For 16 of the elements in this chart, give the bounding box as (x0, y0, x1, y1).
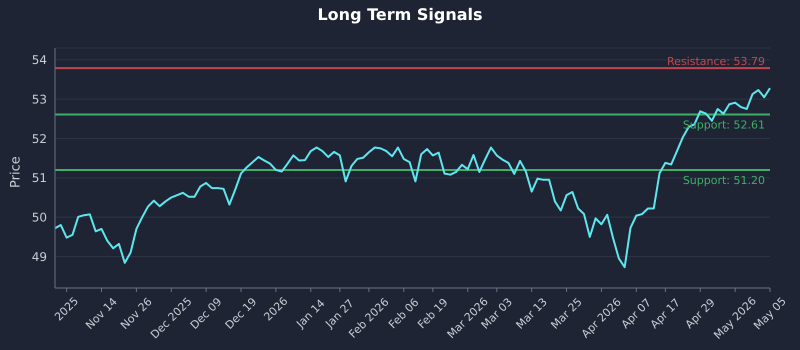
y-tick-label: 50 (32, 210, 47, 224)
y-tick-label: 49 (32, 250, 47, 264)
y-tick-label: 52 (32, 132, 47, 146)
x-tick-label: Dec 19 (222, 295, 260, 332)
y-axis-title: Price (8, 156, 24, 188)
x-tick-label: Apr 29 (682, 296, 718, 332)
y-tick-label: 54 (32, 53, 47, 68)
x-tick-label: Apr 17 (648, 296, 683, 332)
ref-line-label: Support: 51.20 (682, 174, 765, 187)
y-tick-label: 51 (32, 171, 47, 186)
line-series (54, 87, 771, 268)
x-tick-label: Nov 14 (83, 295, 120, 332)
x-tick-label: Mar 13 (514, 295, 550, 332)
chart-title: Long Term Signals (316, 4, 484, 26)
ref-line-label: Resistance: 53.79 (667, 54, 765, 68)
y-tick-label: 53 (32, 92, 47, 106)
